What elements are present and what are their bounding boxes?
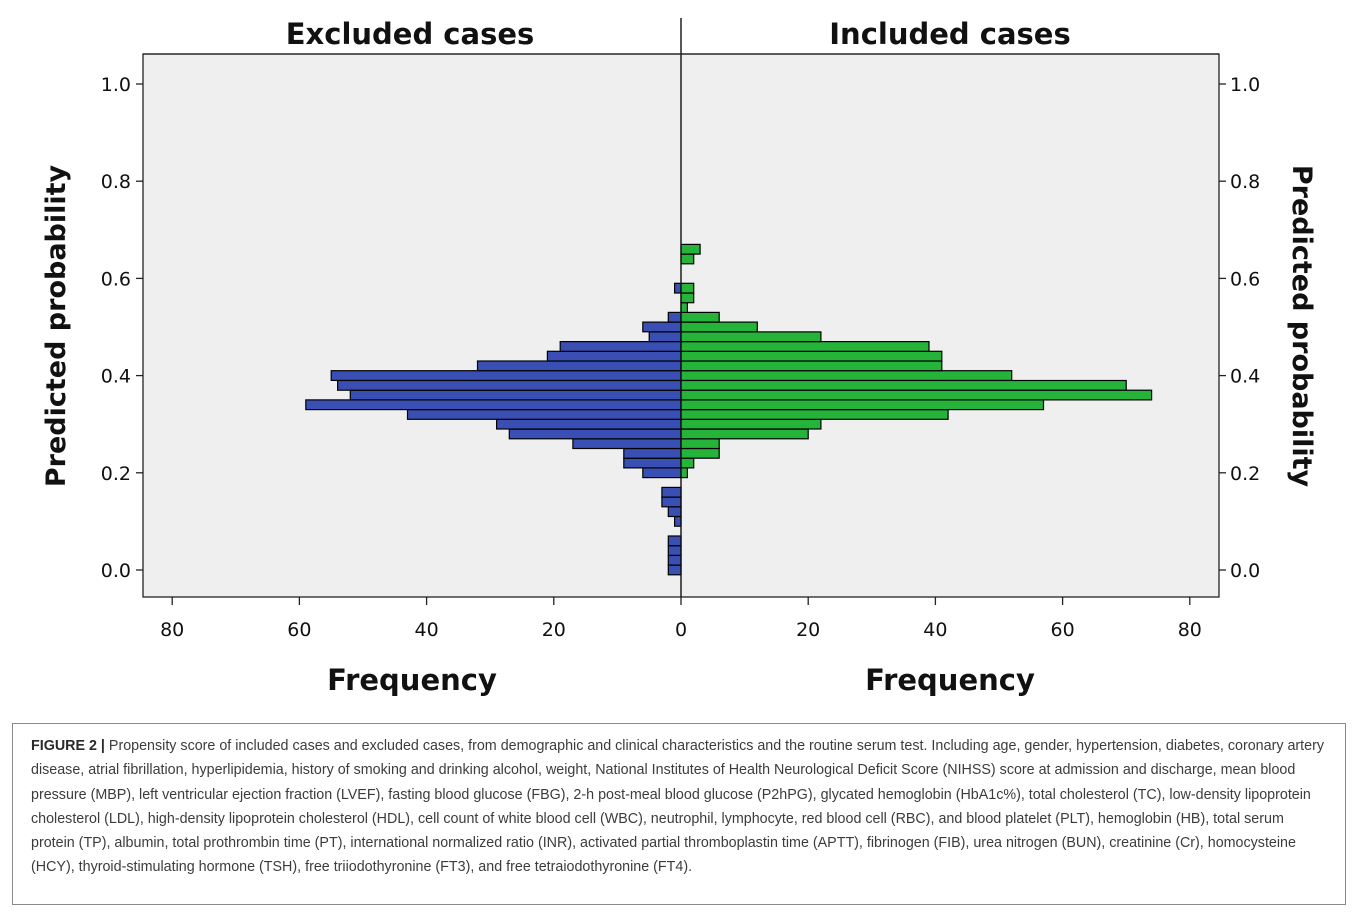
included-bar-0.54 bbox=[680, 302, 689, 314]
excluded-bar-0.02 bbox=[667, 554, 682, 566]
included-bar-0.34 bbox=[680, 399, 1045, 411]
y-axis-label-right: Predicted probability bbox=[1286, 165, 1317, 488]
y-tick-label-right: 0.0 bbox=[1230, 560, 1260, 582]
excluded-bar-0.20 bbox=[642, 467, 682, 479]
y-tick-label-left: 0.6 bbox=[101, 268, 131, 290]
excluded-bar-0.44 bbox=[546, 350, 682, 362]
included-bar-0.50 bbox=[680, 321, 758, 333]
y-tick-label-left: 0.4 bbox=[101, 366, 131, 388]
x-axis-label-left: Frequency bbox=[327, 663, 497, 697]
x-tick-label: 20 bbox=[796, 619, 820, 641]
included-bar-0.24 bbox=[680, 447, 720, 459]
excluded-bar-0.46 bbox=[559, 341, 682, 352]
included-bar-0.30 bbox=[680, 418, 822, 430]
x-axis-label-right: Frequency bbox=[865, 663, 1035, 697]
included-bar-0.52 bbox=[680, 311, 720, 323]
x-tick-label: 40 bbox=[415, 619, 439, 641]
panel-title-included: Included cases bbox=[829, 17, 1070, 51]
excluded-bar-0.36 bbox=[349, 389, 682, 401]
included-bar-0.32 bbox=[680, 409, 949, 420]
included-bar-0.28 bbox=[680, 428, 809, 440]
excluded-bar-0.16 bbox=[661, 486, 682, 498]
right-y-axis: 0.0 0.2 0.4 0.6 0.8 1.0 bbox=[1219, 74, 1260, 582]
excluded-bar-0.42 bbox=[476, 360, 682, 372]
included-bar-0.44 bbox=[680, 350, 943, 362]
left-y-axis: 0.0 0.2 0.4 0.6 0.8 1.0 bbox=[101, 74, 143, 582]
excluded-bar-0.00 bbox=[667, 564, 682, 576]
y-tick-label-right: 1.0 bbox=[1230, 74, 1260, 96]
included-bar-0.64 bbox=[680, 253, 695, 265]
included-bar-0.56 bbox=[680, 292, 695, 304]
excluded-bar-0.38 bbox=[337, 379, 682, 391]
y-tick-label-left: 1.0 bbox=[101, 74, 131, 96]
y-tick-label-right: 0.2 bbox=[1230, 463, 1260, 485]
included-bar-0.20 bbox=[680, 467, 689, 479]
y-tick-label-right: 0.6 bbox=[1230, 268, 1260, 290]
included-bar-0.58 bbox=[680, 282, 695, 294]
excluded-bar-0.30 bbox=[496, 418, 682, 430]
excluded-bar-0.32 bbox=[406, 409, 682, 420]
excluded-bar-0.40 bbox=[330, 370, 682, 382]
x-tick-label: 80 bbox=[1178, 619, 1202, 641]
excluded-bar-0.26 bbox=[572, 438, 682, 450]
x-tick-label: 60 bbox=[1051, 619, 1075, 641]
included-bar-0.40 bbox=[680, 370, 1013, 382]
excluded-bar-0.04 bbox=[667, 545, 682, 557]
excluded-bar-0.50 bbox=[642, 321, 682, 333]
y-tick-label-left: 0.0 bbox=[101, 560, 131, 582]
excluded-bar-0.14 bbox=[661, 496, 682, 508]
excluded-bar-0.34 bbox=[305, 399, 682, 411]
excluded-bar-0.48 bbox=[648, 331, 682, 343]
included-bar-0.22 bbox=[680, 457, 695, 469]
excluded-bar-0.28 bbox=[508, 428, 682, 440]
included-bar-0.48 bbox=[680, 331, 822, 343]
figure-caption: FIGURE 2 | Propensity score of included … bbox=[12, 723, 1346, 905]
included-bar-0.46 bbox=[680, 341, 930, 352]
pyramid-chart: Excluded cases Included cases 0.00.20.40… bbox=[41, 17, 1317, 697]
x-tick-label: 0 bbox=[675, 619, 687, 641]
x-tick-label: 80 bbox=[160, 619, 184, 641]
excluded-bar-0.10 bbox=[673, 515, 682, 527]
x-tick-label: 40 bbox=[923, 619, 947, 641]
included-bar-0.26 bbox=[680, 438, 720, 450]
caption-label: FIGURE 2 | bbox=[31, 738, 105, 754]
included-bar-0.36 bbox=[680, 389, 1153, 401]
y-tick-label-left: 0.2 bbox=[101, 463, 131, 485]
y-tick-label-right: 0.8 bbox=[1230, 171, 1260, 193]
y-tick-label-right: 0.4 bbox=[1230, 366, 1260, 388]
x-axis: 80 60 40 20 0 20 40 60 80 bbox=[160, 597, 1202, 641]
x-tick-label: 20 bbox=[542, 619, 566, 641]
excluded-bars bbox=[305, 282, 682, 576]
excluded-bar-0.12 bbox=[667, 506, 682, 518]
y-axis-label-left: Predicted probability bbox=[41, 164, 72, 487]
included-bar-0.66 bbox=[680, 243, 701, 255]
x-tick-label: 60 bbox=[287, 619, 311, 641]
excluded-bar-0.24 bbox=[623, 447, 682, 459]
included-bar-0.38 bbox=[680, 379, 1127, 391]
y-tick-label-left: 0.8 bbox=[101, 171, 131, 193]
caption-body: Propensity score of included cases and e… bbox=[31, 738, 1325, 876]
excluded-bar-0.58 bbox=[673, 282, 682, 294]
included-bar-0.42 bbox=[680, 360, 943, 372]
excluded-bar-0.22 bbox=[623, 457, 682, 469]
caption-paragraph: FIGURE 2 | Propensity score of included … bbox=[31, 734, 1329, 880]
excluded-bar-0.06 bbox=[667, 535, 682, 547]
panel-title-excluded: Excluded cases bbox=[286, 17, 535, 51]
excluded-bar-0.52 bbox=[667, 311, 682, 323]
